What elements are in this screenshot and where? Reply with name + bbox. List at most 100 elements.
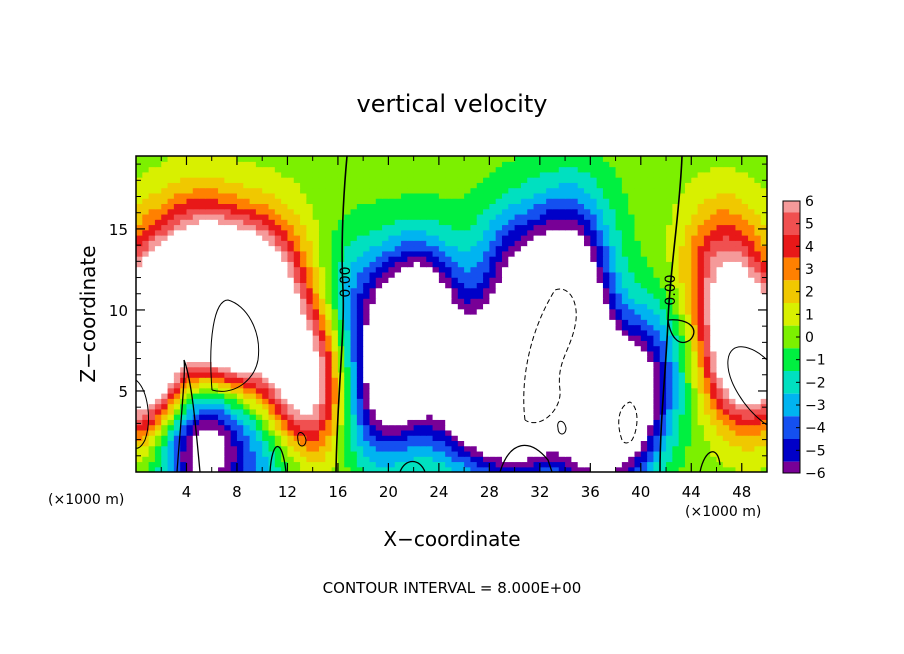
heatmap-cell bbox=[318, 450, 326, 457]
heatmap-cell bbox=[565, 445, 572, 452]
heatmap-cell bbox=[218, 298, 225, 305]
heatmap-cell bbox=[596, 440, 604, 447]
heatmap-cell bbox=[432, 319, 440, 326]
heatmap-cell bbox=[318, 219, 326, 226]
heatmap-cell bbox=[754, 398, 762, 405]
heatmap-cell bbox=[148, 235, 156, 241]
heatmap-cell bbox=[369, 303, 377, 310]
heatmap-cell bbox=[571, 345, 579, 352]
heatmap-cell bbox=[413, 345, 421, 352]
heatmap-cell bbox=[394, 408, 402, 415]
heatmap-cell bbox=[514, 213, 522, 220]
heatmap-cell bbox=[331, 403, 339, 410]
heatmap-cell bbox=[666, 424, 673, 431]
heatmap-cell bbox=[325, 271, 333, 278]
heatmap-cell bbox=[464, 324, 472, 331]
heatmap-cell bbox=[602, 424, 610, 431]
heatmap-cell bbox=[262, 377, 270, 384]
heatmap-cell bbox=[691, 424, 699, 431]
heatmap-cell bbox=[199, 377, 207, 384]
heatmap-cell bbox=[647, 308, 655, 315]
heatmap-cell bbox=[300, 266, 307, 273]
heatmap-cell bbox=[199, 350, 207, 357]
heatmap-cell bbox=[647, 219, 655, 226]
heatmap-cell bbox=[173, 393, 181, 399]
heatmap-cell bbox=[186, 224, 194, 231]
heatmap-cell bbox=[369, 382, 377, 389]
heatmap-cell bbox=[363, 282, 371, 289]
heatmap-cell bbox=[602, 450, 610, 457]
heatmap-cell bbox=[590, 287, 598, 294]
heatmap-cell bbox=[148, 398, 156, 405]
heatmap-cell bbox=[691, 266, 699, 273]
heatmap-cell bbox=[754, 266, 762, 273]
heatmap-cell bbox=[306, 298, 314, 305]
heatmap-cell bbox=[205, 308, 213, 315]
heatmap-cell bbox=[205, 266, 213, 273]
heatmap-cell bbox=[703, 466, 711, 472]
heatmap-cell bbox=[230, 303, 238, 310]
heatmap-cell bbox=[388, 266, 396, 273]
heatmap-cell bbox=[659, 298, 667, 305]
heatmap-cell bbox=[426, 361, 434, 368]
heatmap-cell bbox=[312, 335, 320, 341]
heatmap-cell bbox=[748, 440, 755, 447]
heatmap-cell bbox=[192, 266, 200, 273]
heatmap-cell bbox=[249, 398, 257, 405]
heatmap-cell bbox=[546, 335, 554, 341]
heatmap-cell bbox=[287, 408, 295, 415]
heatmap-cell bbox=[565, 456, 572, 463]
heatmap-cell bbox=[489, 261, 497, 268]
heatmap-cell bbox=[672, 461, 680, 468]
heatmap-cell bbox=[464, 298, 472, 305]
heatmap-cell bbox=[552, 408, 560, 415]
heatmap-cell bbox=[173, 403, 181, 410]
heatmap-cell bbox=[501, 445, 509, 452]
heatmap-cell bbox=[401, 256, 408, 262]
heatmap-cell bbox=[697, 308, 705, 315]
heatmap-cell bbox=[552, 266, 560, 273]
heatmap-cell bbox=[691, 229, 699, 236]
heatmap-cell bbox=[142, 261, 150, 268]
heatmap-cell bbox=[533, 308, 541, 315]
heatmap-cell bbox=[243, 450, 251, 457]
heatmap-cell bbox=[407, 229, 415, 236]
heatmap-cell bbox=[672, 371, 680, 378]
heatmap-cell bbox=[199, 361, 207, 368]
heatmap-cell bbox=[325, 440, 333, 447]
heatmap-cell bbox=[634, 356, 642, 362]
heatmap-cell bbox=[552, 461, 560, 468]
heatmap-cell bbox=[457, 266, 465, 273]
heatmap-cell bbox=[501, 208, 509, 215]
heatmap-cell bbox=[199, 292, 207, 299]
heatmap-cell bbox=[697, 282, 705, 289]
heatmap-cell bbox=[401, 398, 408, 405]
heatmap-cell bbox=[495, 335, 503, 341]
heatmap-cell bbox=[634, 261, 642, 268]
heatmap-cell bbox=[388, 224, 396, 231]
heatmap-cell bbox=[520, 250, 528, 257]
heatmap-cell bbox=[464, 213, 472, 220]
heatmap-cell bbox=[224, 393, 232, 399]
heatmap-cell bbox=[356, 377, 364, 384]
heatmap-cell bbox=[230, 371, 238, 378]
heatmap-cell bbox=[375, 387, 383, 394]
heatmap-cell bbox=[539, 461, 547, 468]
heatmap-cell bbox=[375, 314, 383, 320]
heatmap-cell bbox=[691, 292, 699, 299]
heatmap-cell bbox=[300, 350, 307, 357]
heatmap-cell bbox=[602, 361, 610, 368]
heatmap-cell bbox=[647, 271, 655, 278]
heatmap-cell bbox=[407, 319, 415, 326]
heatmap-cell bbox=[331, 287, 339, 294]
heatmap-cell bbox=[703, 414, 711, 420]
heatmap-cell bbox=[300, 224, 307, 231]
heatmap-cell bbox=[501, 314, 509, 320]
heatmap-cell bbox=[312, 303, 320, 310]
heatmap-cell bbox=[729, 229, 737, 236]
heatmap-cell bbox=[483, 329, 490, 336]
heatmap-cell bbox=[224, 461, 232, 468]
heatmap-cell bbox=[369, 261, 377, 268]
heatmap-cell bbox=[558, 282, 566, 289]
heatmap-cell bbox=[274, 387, 282, 394]
